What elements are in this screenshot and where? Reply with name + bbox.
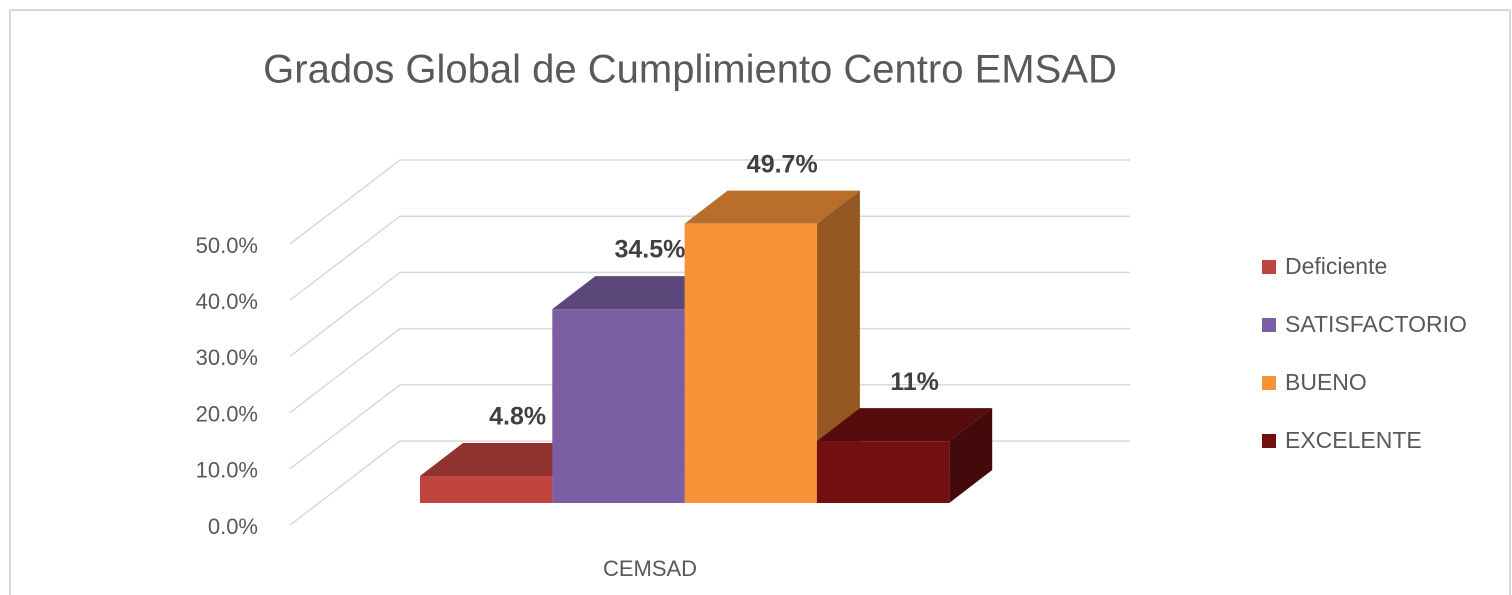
grid-line — [289, 384, 1130, 470]
grid-line — [289, 271, 1130, 357]
bar — [684, 223, 817, 503]
grid-line — [289, 327, 1130, 414]
grid-line — [289, 159, 1130, 245]
data-label: 34.5% — [615, 236, 686, 264]
y-tick-label: 10.0% — [196, 458, 258, 483]
data-label: 11% — [890, 368, 939, 396]
legend-swatch — [1262, 434, 1276, 448]
bar-side — [949, 408, 993, 503]
y-tick-label: 40.0% — [196, 289, 258, 314]
bar-top — [816, 408, 993, 442]
legend-swatch — [1262, 376, 1276, 390]
bar — [816, 441, 950, 503]
y-tick-label: 0.0% — [208, 514, 258, 539]
data-label: 4.8% — [489, 403, 546, 431]
x-tick-label: CEMSAD — [603, 556, 697, 581]
bar-top — [684, 190, 860, 224]
chart-frame — [9, 9, 1511, 595]
bar-top — [420, 443, 596, 477]
y-tick-label: 30.0% — [196, 345, 258, 370]
legend-label: BUENO — [1285, 369, 1367, 395]
legend-swatch — [1262, 260, 1276, 274]
legend-swatch — [1262, 318, 1276, 332]
legend-label: EXCELENTE — [1285, 427, 1422, 453]
legend-label: Deficiente — [1285, 253, 1387, 279]
chart-title: Grados Global de Cumplimiento Centro EMS… — [263, 48, 1117, 92]
bar — [420, 476, 553, 503]
data-label: 49.7% — [747, 150, 818, 178]
y-tick-label: 20.0% — [196, 401, 258, 426]
bar — [552, 309, 685, 503]
y-tick-label: 50.0% — [196, 233, 258, 258]
grid-line — [289, 215, 1130, 301]
bar-top — [552, 276, 728, 310]
legend-label: SATISFACTORIO — [1285, 311, 1467, 337]
